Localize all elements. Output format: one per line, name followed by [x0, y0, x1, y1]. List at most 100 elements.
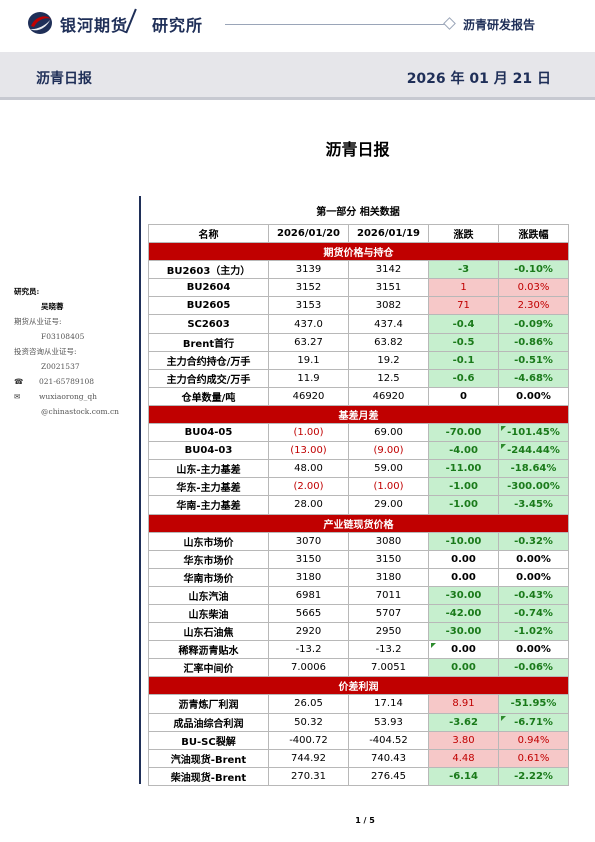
table-header-row: 名称 2026/01/20 2026/01/19 涨跌 涨跌幅 [148, 223, 569, 244]
galaxy-logo-icon [28, 12, 52, 34]
advisor-cert-number: Z0021537 [41, 362, 80, 371]
researcher-name: 吴晓蓉 [41, 302, 64, 311]
value-current: 3180 [268, 567, 349, 587]
researcher-heading: 研究员: [14, 287, 40, 296]
table-row: BU2604 3152 3151 1 0.03% [148, 278, 569, 298]
change-value: -0.6 [428, 368, 499, 388]
change-value: 0 [428, 386, 499, 406]
header-date-current: 2026/01/20 [268, 223, 349, 244]
value-previous: (9.00) [348, 441, 429, 461]
row-name: 主力合约成交/万手 [148, 368, 269, 388]
change-percent: 0.94% [498, 730, 569, 750]
value-current: 48.00 [268, 459, 349, 479]
row-name: 成品油综合利润 [148, 712, 269, 732]
table-row: 山东柴油 5665 5707 -42.00 -0.74% [148, 603, 569, 624]
group-title: 价差利润 [148, 676, 569, 696]
value-current: 5665 [268, 603, 349, 624]
table-row: 华南市场价 3180 3180 0.00 0.00% [148, 567, 569, 587]
phone-row: ☎ 021-65789108 [14, 374, 138, 389]
futures-cert-label: 期货从业证号: [14, 317, 62, 326]
change-percent: -0.10% [498, 260, 569, 280]
value-current: 2920 [268, 622, 349, 642]
value-previous: 29.00 [348, 495, 429, 515]
value-current: 3070 [268, 531, 349, 551]
row-name: BU2604 [148, 278, 269, 298]
table-row: 山东汽油 6981 7011 -30.00 -0.43% [148, 585, 569, 605]
value-previous: 740.43 [348, 748, 429, 768]
group-title: 期货价格与持仓 [148, 242, 569, 262]
title-bar-label: 沥青日报 [36, 71, 92, 87]
change-percent: 0.00% [498, 549, 569, 569]
value-previous: 437.4 [348, 314, 429, 334]
table-row: 华南-主力基差 28.00 29.00 -1.00 -3.45% [148, 495, 569, 515]
change-value: 3.80 [428, 730, 499, 750]
change-value: -0.4 [428, 314, 499, 334]
change-value: -30.00 [428, 585, 499, 605]
table-group-header: 产业链现货价格 [148, 513, 569, 533]
change-percent: -0.06% [498, 658, 569, 678]
change-percent: -300.00% [498, 477, 569, 497]
row-name: 主力合约持仓/万手 [148, 350, 269, 370]
change-value: 0.00 [428, 640, 499, 660]
table-row: 汇率中间价 7.0006 7.0051 0.00 -0.06% [148, 658, 569, 678]
table-row: 华东-主力基差 (2.00) (1.00) -1.00 -300.00% [148, 477, 569, 497]
row-name: 汽油现货-Brent [148, 748, 269, 768]
change-value: 4.48 [428, 748, 499, 768]
title-bar-accent [0, 97, 595, 100]
change-percent: -0.09% [498, 314, 569, 334]
value-current: 270.31 [268, 766, 349, 786]
value-current: 11.9 [268, 368, 349, 388]
change-value: -1.00 [428, 477, 499, 497]
change-percent: -4.68% [498, 368, 569, 388]
value-previous: -13.2 [348, 640, 429, 660]
change-value: 0.00 [428, 567, 499, 587]
change-value: 1 [428, 278, 499, 298]
value-previous: 5707 [348, 603, 429, 624]
table-row: 主力合约成交/万手 11.9 12.5 -0.6 -4.68% [148, 368, 569, 388]
value-current: 3139 [268, 260, 349, 280]
document-title: 沥青日报 [325, 140, 390, 159]
table-row: 仓单数量/吨 46920 46920 0 0.00% [148, 386, 569, 406]
value-previous: 63.82 [348, 332, 429, 352]
table-row: 稀释沥青贴水 -13.2 -13.2 0.00 0.00% [148, 640, 569, 660]
group-title: 基差月差 [148, 404, 569, 425]
value-previous: 3082 [348, 296, 429, 316]
row-name: BU2603（主力） [148, 260, 269, 280]
change-percent: -0.51% [498, 350, 569, 370]
table-row: 山东石油焦 2920 2950 -30.00 -1.02% [148, 622, 569, 642]
value-previous: 12.5 [348, 368, 429, 388]
title-bar: 沥青日报 2026 年 01 月 21 日 [0, 52, 595, 100]
value-previous: 19.2 [348, 350, 429, 370]
header-change-pct: 涨跌幅 [498, 223, 569, 244]
advisor-cert-label: 投资咨询从业证号: [14, 347, 77, 356]
change-value: -6.14 [428, 766, 499, 786]
table-row: 华东市场价 3150 3150 0.00 0.00% [148, 549, 569, 569]
row-name: BU2605 [148, 296, 269, 316]
change-value: -70.00 [428, 423, 499, 443]
change-value: -3.62 [428, 712, 499, 732]
value-current: -400.72 [268, 730, 349, 750]
brand-name: 银河期货 [60, 16, 129, 35]
group-title: 产业链现货价格 [148, 513, 569, 533]
change-percent: -18.64% [498, 459, 569, 479]
value-current: (1.00) [268, 423, 349, 443]
table-row: 成品油综合利润 50.32 53.93 -3.62 -6.71% [148, 712, 569, 732]
row-name: BU04-05 [148, 423, 269, 443]
value-previous: 3150 [348, 549, 429, 569]
change-percent: 0.61% [498, 748, 569, 768]
table-row: 山东-主力基差 48.00 59.00 -11.00 -18.64% [148, 459, 569, 479]
header-rule [225, 24, 445, 25]
table-group-header: 价差利润 [148, 676, 569, 696]
value-current: (13.00) [268, 441, 349, 461]
change-percent: -51.95% [498, 694, 569, 714]
row-name: SC2603 [148, 314, 269, 334]
table-row: 汽油现货-Brent 744.92 740.43 4.48 0.61% [148, 748, 569, 768]
change-percent: -244.44% [498, 441, 569, 461]
diamond-icon [443, 17, 456, 30]
value-previous: 3180 [348, 567, 429, 587]
email-user: wuxiaorong_qh [39, 392, 97, 401]
row-name: 仓单数量/吨 [148, 386, 269, 406]
row-name: Brent首行 [148, 332, 269, 352]
value-current: 26.05 [268, 694, 349, 714]
mail-icon: ✉ [14, 392, 21, 401]
